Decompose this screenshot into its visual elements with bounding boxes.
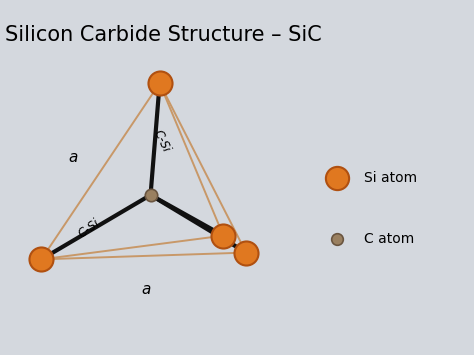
Text: a: a — [69, 150, 78, 165]
Text: C-Si: C-Si — [151, 127, 173, 154]
Point — [242, 250, 250, 255]
Text: C atom: C atom — [365, 232, 415, 246]
Point — [333, 175, 341, 181]
Point — [156, 80, 164, 86]
Point — [37, 257, 45, 262]
Point — [333, 236, 341, 242]
Point — [147, 192, 155, 198]
Text: Silicon Carbide Structure – SiC: Silicon Carbide Structure – SiC — [5, 25, 321, 45]
Text: Si atom: Si atom — [365, 171, 418, 185]
Point — [219, 233, 227, 239]
Text: a: a — [141, 282, 151, 297]
Text: C-Si: C-Si — [76, 217, 102, 241]
